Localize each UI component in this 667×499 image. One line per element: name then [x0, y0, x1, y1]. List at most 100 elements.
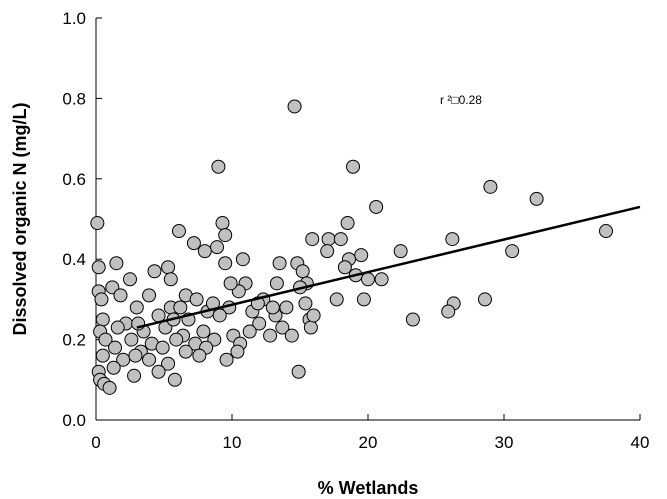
data-point [263, 328, 278, 343]
data-point [269, 276, 284, 291]
data-point [95, 348, 110, 363]
data-point [163, 272, 178, 287]
data-point [127, 368, 142, 383]
data-point [320, 244, 335, 259]
data-point [298, 296, 313, 311]
data-point [218, 228, 233, 243]
data-point [161, 356, 176, 371]
data-point [287, 99, 302, 114]
data-point [106, 360, 121, 375]
data-point [102, 380, 117, 395]
data-point [91, 260, 106, 275]
data-point [90, 216, 105, 231]
data-point [252, 316, 267, 331]
data-point [123, 272, 137, 287]
y-tick-label: 0.8 [62, 89, 86, 108]
data-point [197, 244, 212, 259]
data-point [445, 232, 460, 247]
data-point [275, 320, 290, 335]
data-point [242, 324, 257, 339]
data-point [113, 288, 128, 303]
data-point [529, 191, 544, 206]
data-point [483, 179, 498, 194]
data-point [219, 352, 234, 367]
data-point [215, 216, 230, 231]
y-tick-label: 0.2 [62, 331, 86, 350]
data-point [305, 232, 320, 247]
r-squared-annotation: r ²□0.28 [440, 93, 482, 107]
data-point [369, 199, 384, 214]
plot-area: 0.0 0.2 0.4 0.6 0.8 1.0 0 10 20 30 40 [62, 9, 649, 452]
x-tick-label: 0 [91, 433, 100, 452]
data-point [155, 340, 170, 355]
data-point [329, 292, 344, 307]
data-point [211, 159, 226, 174]
data-point [189, 292, 204, 307]
data-point [279, 300, 294, 315]
data-point [340, 216, 355, 231]
data-point [124, 332, 139, 347]
data-point [128, 348, 143, 363]
data-point [192, 348, 207, 363]
x-tick-label: 40 [631, 433, 650, 452]
data-point [161, 260, 176, 275]
data-point [272, 256, 287, 271]
data-point [599, 224, 613, 239]
data-point [110, 320, 125, 335]
data-point [505, 244, 520, 259]
data-point [346, 159, 361, 174]
x-tick-label: 30 [495, 433, 514, 452]
data-point [147, 264, 162, 279]
data-point [303, 320, 318, 335]
data-point [356, 292, 371, 307]
data-point [95, 312, 110, 327]
data-point [210, 240, 225, 255]
data-point [129, 300, 144, 315]
data-point [291, 364, 306, 379]
data-point [218, 256, 233, 271]
data-point [151, 364, 166, 379]
data-point [405, 312, 420, 327]
data-point [361, 272, 375, 287]
data-point [235, 252, 250, 267]
y-tick-label: 0.6 [62, 170, 86, 189]
data-point [337, 260, 352, 275]
regression-line [136, 205, 641, 329]
x-tick-label: 10 [223, 433, 242, 452]
data-point [306, 308, 321, 323]
data-point [230, 344, 245, 359]
data-point [167, 372, 182, 387]
data-point [321, 232, 336, 247]
data-point [108, 340, 123, 355]
data-point [441, 304, 456, 319]
data-point [169, 332, 184, 347]
data-point [393, 244, 408, 259]
data-point [98, 332, 113, 347]
y-tick-label: 0.0 [62, 411, 86, 430]
data-point [116, 352, 131, 367]
y-axis-title: Dissolved organic N (mg/L) [10, 102, 30, 335]
data-point [186, 236, 201, 251]
data-point [374, 272, 389, 287]
data-point [295, 264, 310, 279]
data-point [109, 256, 124, 271]
data-point [333, 232, 348, 247]
data-point [94, 292, 109, 307]
data-point [265, 300, 280, 315]
data-point [142, 352, 157, 367]
y-tick-label: 1.0 [62, 9, 86, 28]
y-tick-label: 0.4 [62, 250, 86, 269]
x-axis-title: % Wetlands [318, 478, 419, 498]
data-point [142, 288, 157, 303]
data-point [171, 224, 186, 239]
data-point [354, 248, 369, 263]
data-point [178, 344, 193, 359]
x-tick-label: 20 [359, 433, 378, 452]
data-point [223, 276, 238, 291]
data-point [284, 328, 299, 343]
data-point [477, 292, 492, 307]
data-point [173, 300, 188, 315]
data-point [196, 324, 211, 339]
data-point [212, 308, 227, 323]
